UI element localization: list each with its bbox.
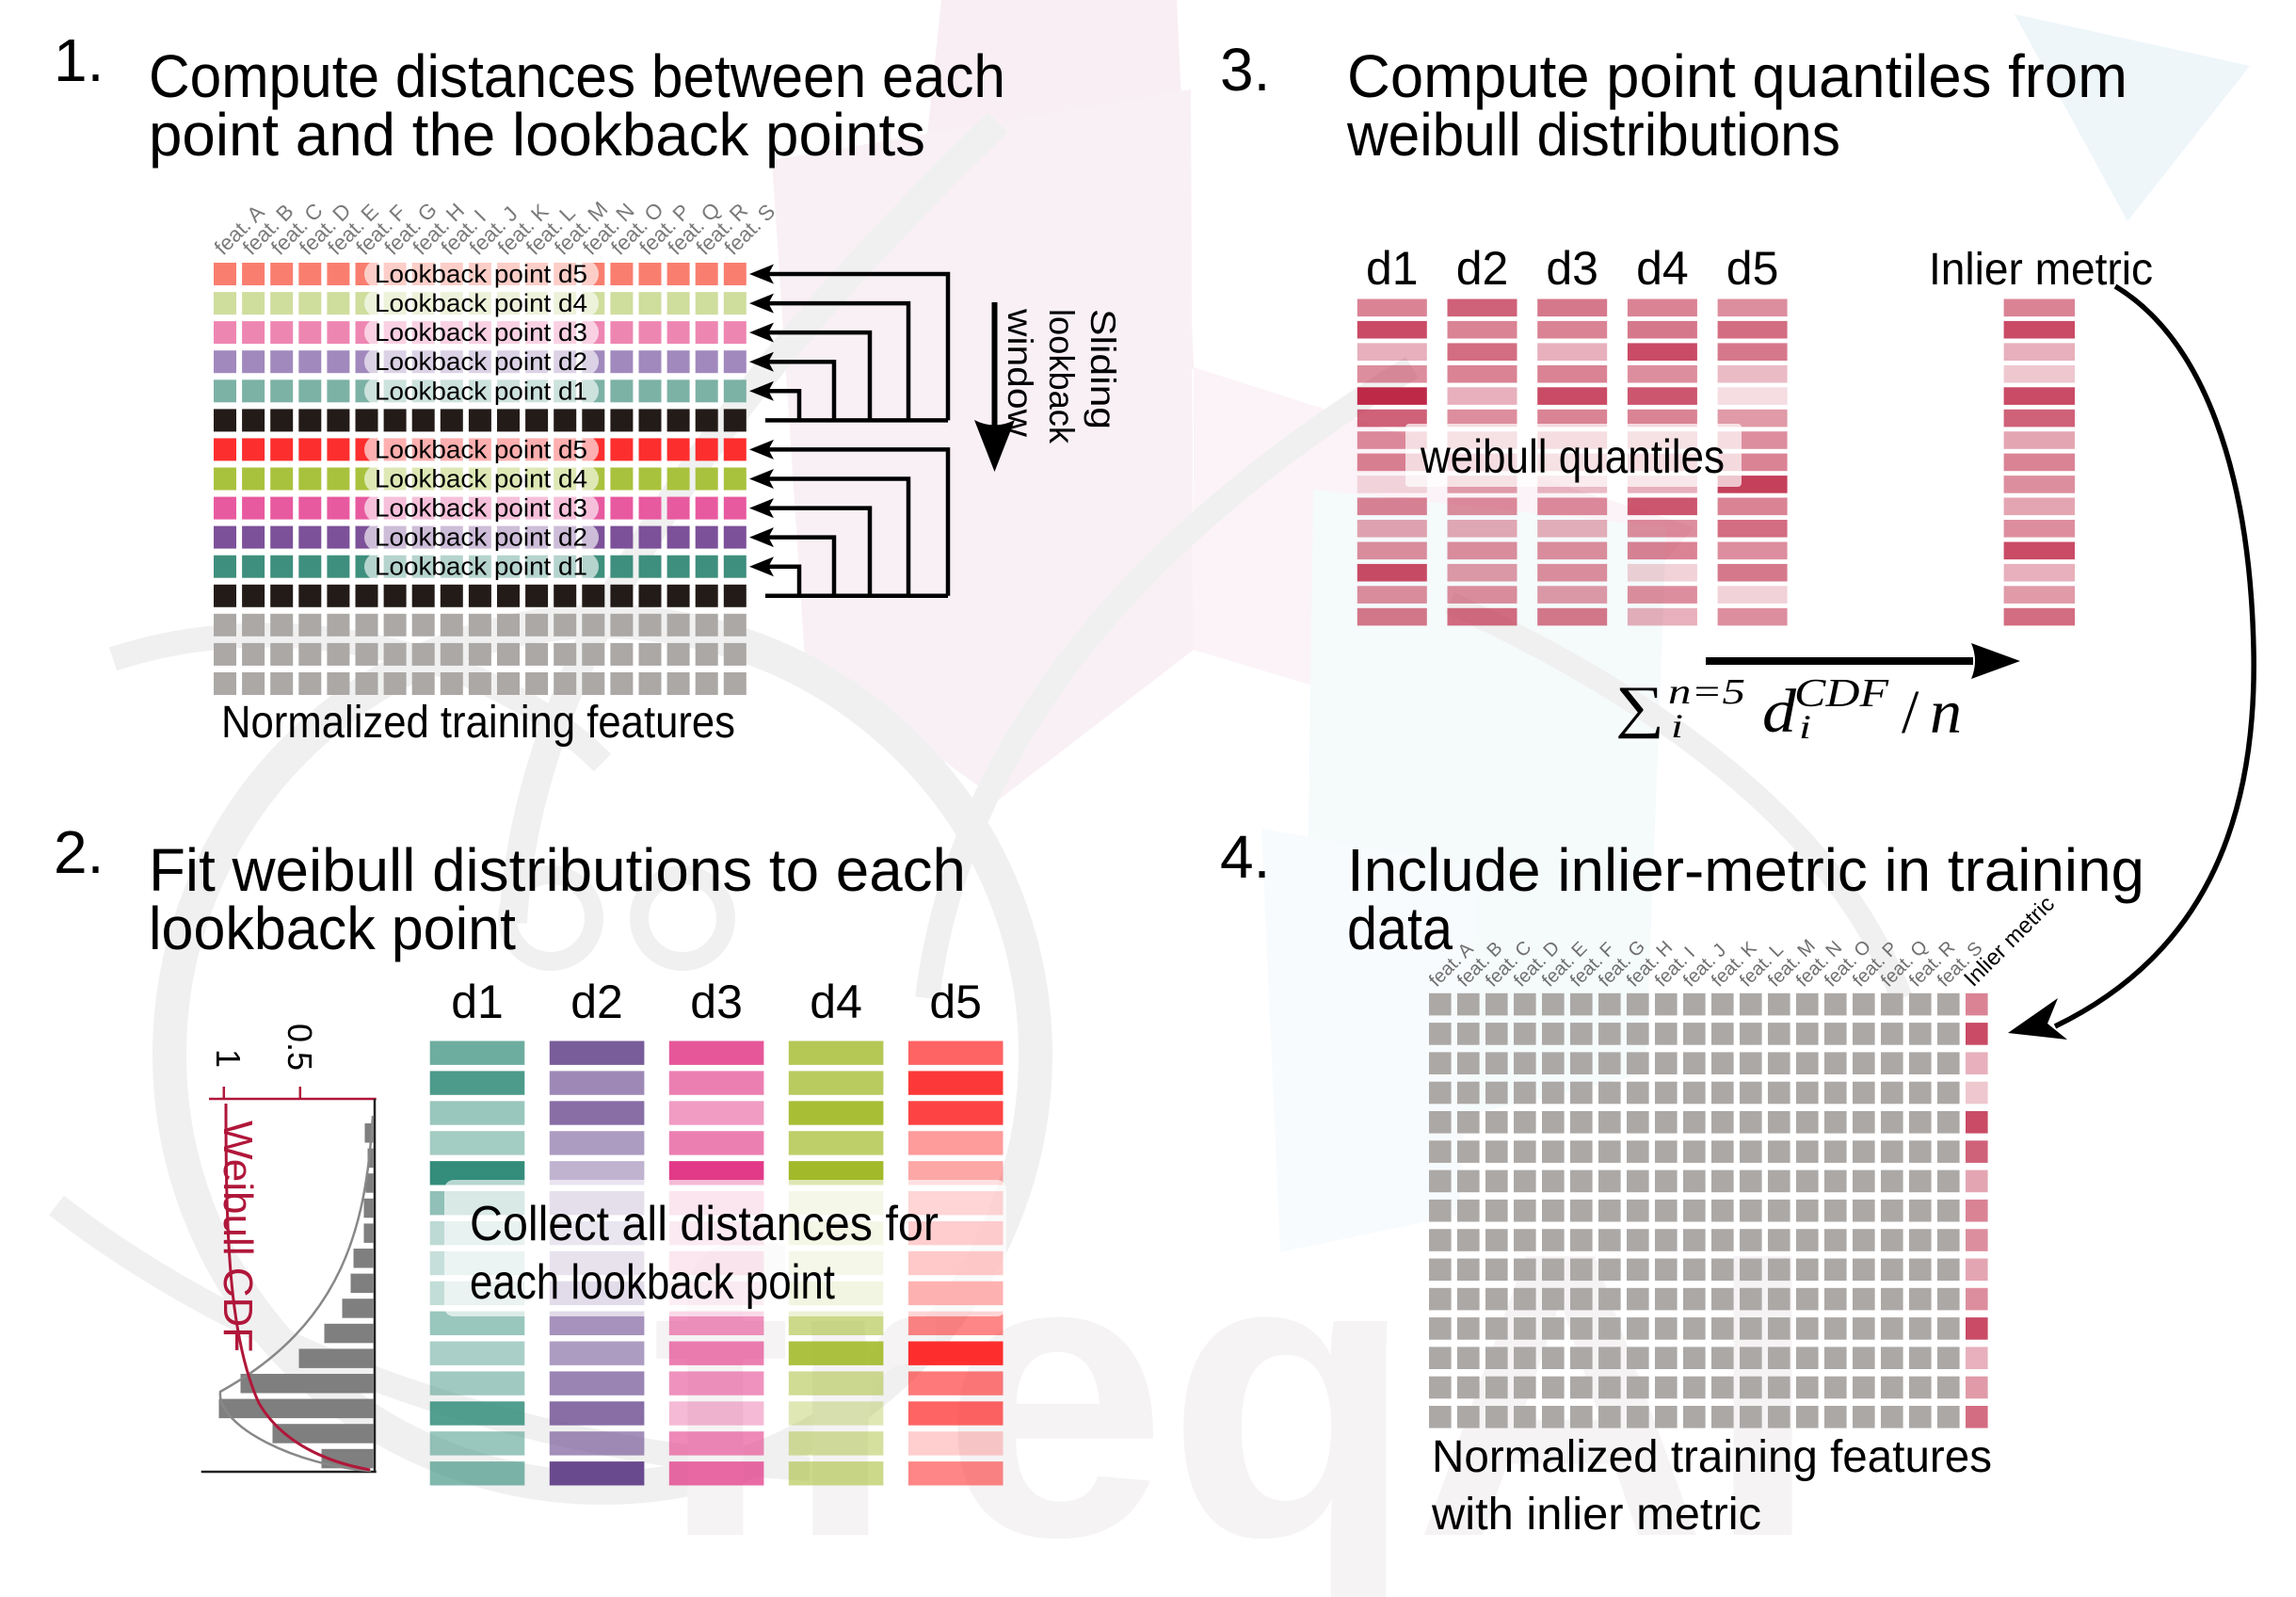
svg-text:CDF: CDF: [1794, 672, 1888, 716]
svg-text:d3: d3: [690, 976, 743, 1028]
svg-text:Fit weibull distributions to e: Fit weibull distributions to each: [149, 836, 966, 904]
svg-text:Lookback point d3: Lookback point d3: [375, 494, 587, 523]
svg-text:d5: d5: [929, 976, 982, 1028]
svg-text:Lookback point d1: Lookback point d1: [375, 377, 587, 405]
svg-text:Lookback point d4: Lookback point d4: [375, 465, 587, 493]
svg-text:Lookback point d1: Lookback point d1: [375, 553, 587, 581]
svg-text:Collect all distances for: Collect all distances for: [470, 1197, 939, 1251]
svg-text:Lookback point d5: Lookback point d5: [375, 435, 587, 463]
svg-text:Lookback point d3: Lookback point d3: [375, 318, 587, 347]
svg-text:d5: d5: [1726, 242, 1779, 295]
svg-text:n=5: n=5: [1668, 672, 1745, 712]
svg-text:lookback point: lookback point: [149, 895, 516, 962]
svg-text:d2: d2: [1456, 242, 1509, 295]
svg-text:i: i: [1799, 708, 1811, 746]
svg-text:with inlier metric: with inlier metric: [1431, 1490, 1761, 1540]
svg-text:Compute point quantiles from: Compute point quantiles from: [1347, 42, 2127, 110]
svg-text:point and the lookback points: point and the lookback points: [149, 101, 925, 169]
svg-text:i: i: [1671, 707, 1683, 745]
svg-text:Normalized training features: Normalized training features: [221, 698, 735, 748]
svg-text:2.: 2.: [54, 818, 104, 886]
svg-text:0.5: 0.5: [281, 1024, 319, 1071]
svg-text:data: data: [1347, 895, 1453, 962]
svg-text:weibull distributions: weibull distributions: [1346, 101, 1840, 169]
svg-text:Normalized training features: Normalized training features: [1432, 1432, 1992, 1482]
svg-text:d2: d2: [570, 976, 623, 1028]
svg-text:4.: 4.: [1220, 823, 1270, 891]
svg-text:Include inlier-metric in train: Include inlier-metric in training: [1347, 836, 2144, 904]
svg-text:d4: d4: [810, 976, 862, 1028]
svg-text:Compute distances between each: Compute distances between each: [149, 42, 1005, 110]
svg-text:∑: ∑: [1615, 675, 1664, 739]
svg-text:Lookback point d2: Lookback point d2: [375, 524, 587, 552]
svg-text:d1: d1: [1366, 242, 1419, 295]
svg-text:d4: d4: [1636, 242, 1689, 295]
svg-text:Lookback point d5: Lookback point d5: [375, 260, 587, 288]
svg-text:each lookback point: each lookback point: [470, 1255, 835, 1310]
svg-text:Weibull CDF: Weibull CDF: [215, 1121, 261, 1352]
svg-text:Slidinglookbackwindow: Slidinglookbackwindow: [1001, 308, 1122, 444]
svg-text:/: /: [1902, 678, 1919, 747]
svg-text:Lookback point d2: Lookback point d2: [375, 347, 587, 376]
svg-text:d3: d3: [1546, 242, 1598, 295]
svg-text:d1: d1: [451, 976, 504, 1028]
svg-text:d: d: [1762, 677, 1797, 746]
svg-text:3.: 3.: [1220, 36, 1270, 104]
svg-text:1: 1: [209, 1049, 248, 1068]
svg-text:1.: 1.: [54, 26, 104, 94]
svg-text:weibull quantiles: weibull quantiles: [1420, 430, 1725, 483]
svg-text:Lookback point d4: Lookback point d4: [375, 289, 587, 317]
svg-text:n: n: [1930, 678, 1962, 747]
